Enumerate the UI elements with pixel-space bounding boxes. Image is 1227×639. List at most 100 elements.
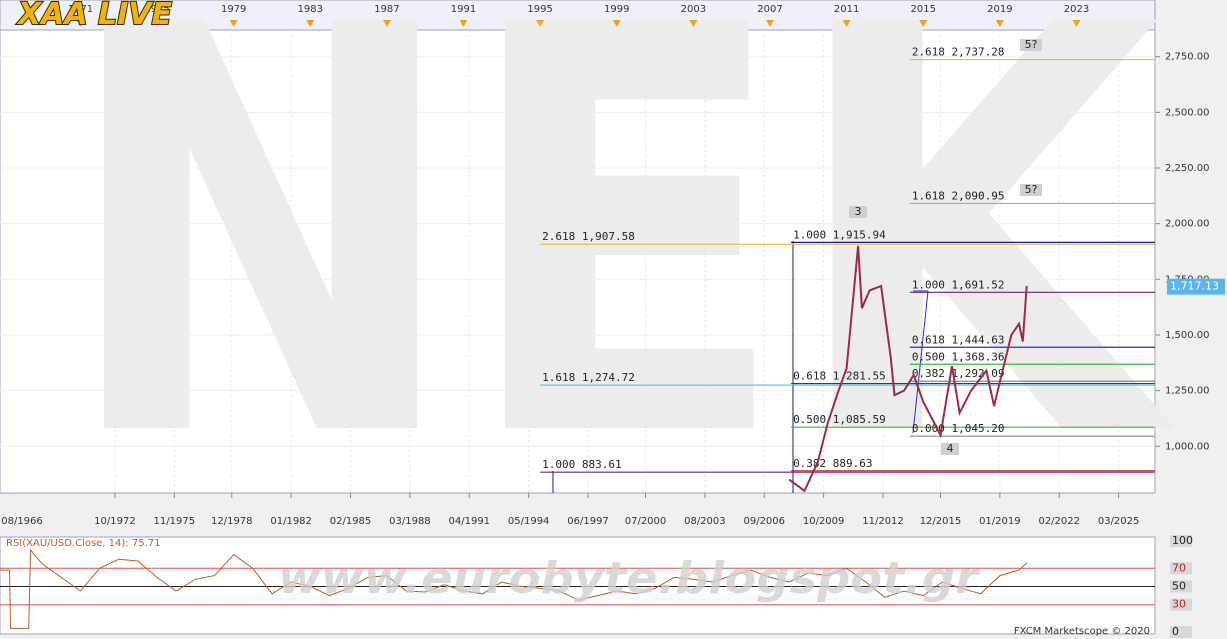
- y-tick-label: 1,000.00: [1165, 441, 1210, 452]
- timeline-marker: [459, 20, 468, 27]
- x-tick-label: 09/2006: [743, 516, 785, 527]
- wave-box: [941, 443, 959, 455]
- timeline-marker: [382, 20, 391, 27]
- x-tick-label: 01/1982: [270, 516, 312, 527]
- timeline-label: 2003: [681, 4, 706, 15]
- wave-label: 5?: [1025, 183, 1038, 196]
- timeline-label: 2015: [911, 4, 936, 15]
- timeline-label: 1999: [604, 4, 629, 15]
- fib-label: 1.000 1,915.94: [793, 228, 886, 241]
- y-tick-label: 1,250.00: [1165, 386, 1210, 397]
- price-tag-label: 1,717.13: [1170, 280, 1219, 293]
- rsi-tick-label: 30: [1172, 598, 1186, 611]
- rsi-tick-box: [1170, 580, 1192, 593]
- wave-box: [849, 206, 867, 218]
- timeline-marker: [76, 20, 85, 27]
- timeline-label: 1983: [298, 4, 323, 15]
- rsi-tick-box: [1170, 562, 1192, 575]
- footer: FXCM Marketscope © 2020: [1014, 626, 1150, 637]
- timeline-label: 1979: [221, 4, 246, 15]
- x-tick-label: 05/1994: [508, 516, 550, 527]
- rsi-tick-label: 50: [1172, 580, 1186, 593]
- timeline-marker: [689, 20, 698, 27]
- x-tick-label: 02/1985: [330, 516, 372, 527]
- x-tick-label: 08/2003: [684, 516, 726, 527]
- x-tick-label: 10/2009: [803, 516, 845, 527]
- timeline-marker: [536, 20, 545, 27]
- timeline-label: 2011: [834, 4, 859, 15]
- wave-label: 4: [947, 442, 954, 455]
- fib-label: 0.618 1,444.63: [912, 333, 1005, 346]
- price-panel: [0, 29, 1156, 494]
- fib-label: 1.000 883.61: [542, 458, 621, 471]
- timeline-label: 2023: [1064, 4, 1089, 15]
- x-tick-label: 06/1997: [567, 516, 609, 527]
- x-tick-label: 12/2015: [920, 516, 962, 527]
- fib-label: 0.382 1,292.09: [912, 367, 1005, 380]
- timeline-label: 1971: [68, 4, 93, 15]
- x-tick-label: 03/1988: [389, 516, 431, 527]
- y-tick-label: 2,750.00: [1165, 52, 1210, 63]
- timeline-marker: [919, 20, 928, 27]
- timeline-marker: [766, 20, 774, 27]
- timeline-bar: [0, 0, 1156, 31]
- x-tick-label: 02/2022: [1038, 516, 1080, 527]
- fib-label: 0.618 1,281.55: [793, 370, 886, 383]
- chart-title: XAA LIVE: [16, 0, 173, 32]
- timeline-marker: [995, 20, 1004, 27]
- timeline-marker: [153, 20, 162, 27]
- timeline-marker: [306, 20, 315, 27]
- timeline-marker: [612, 20, 621, 27]
- rsi-tick-label: 0: [1172, 625, 1179, 638]
- wave-box: [1020, 39, 1042, 51]
- timeline-label: 2019: [987, 4, 1012, 15]
- x-tick-label: 11/1975: [154, 516, 196, 527]
- x-tick-label: 03/2025: [1098, 516, 1140, 527]
- fib-label: 0.500 1,085.59: [793, 413, 886, 426]
- rsi-tick-box: [1170, 535, 1192, 547]
- rsi-label: RSI(XAU/USD.Close, 14): 75.71: [6, 538, 160, 549]
- timeline-label: 1995: [527, 4, 552, 15]
- watermark-url: www.eurobyte.blogspot.gr: [278, 553, 980, 604]
- x-tick-label: 01/2019: [979, 516, 1021, 527]
- timeline-label: 2007: [757, 4, 782, 15]
- x-tick-label: 04/1991: [449, 516, 491, 527]
- price-line: [788, 245, 1028, 493]
- watermark: NEK: [60, 0, 1178, 561]
- timeline-label: 1987: [374, 4, 399, 15]
- rsi-tick-label: 70: [1172, 561, 1186, 574]
- rsi-tick-box: [1170, 626, 1192, 638]
- fib-connector: [912, 290, 929, 434]
- fib-label: 0.382 889.63: [793, 457, 872, 470]
- timeline-marker: [842, 20, 851, 27]
- rsi-line: [0, 548, 1028, 629]
- x-tick-label: 07/2000: [625, 516, 667, 527]
- fib-label: 2.618 1,907.58: [542, 230, 635, 243]
- timeline-marker: [229, 20, 238, 27]
- x-tick-label: 12/1978: [211, 516, 253, 527]
- fib-label: 0.000 1,045.20: [912, 422, 1005, 435]
- price-tag: [1167, 278, 1225, 295]
- timeline-marker: [1072, 20, 1081, 27]
- fib-label: 1.618 2,090.95: [912, 189, 1005, 202]
- wave-label: 5?: [1025, 38, 1038, 51]
- timeline-label: 1975: [144, 4, 169, 15]
- x-tick-label: 11/2012: [862, 516, 904, 527]
- rsi-tick-label: 100: [1172, 534, 1193, 547]
- rsi-panel: [0, 536, 1156, 635]
- y-tick-label: 2,250.00: [1165, 163, 1210, 174]
- timeline-label: 1991: [451, 4, 476, 15]
- wave-label: 3: [855, 205, 862, 218]
- y-tick-label: 2,500.00: [1165, 107, 1210, 118]
- rsi-tick-box: [1170, 598, 1192, 611]
- fib-label: 1.618 1,274.72: [542, 371, 635, 384]
- x-tick-label: 08/1966: [1, 516, 43, 527]
- fib-label: 1.000 1,691.52: [912, 278, 1005, 291]
- fib-label: 0.500 1,368.36: [912, 350, 1005, 363]
- y-tick-label: 2,000.00: [1165, 219, 1210, 230]
- fib-label: 2.618 2,737.28: [912, 46, 1005, 59]
- y-tick-label: 1,500.00: [1165, 330, 1210, 341]
- x-tick-label: 10/1972: [94, 516, 136, 527]
